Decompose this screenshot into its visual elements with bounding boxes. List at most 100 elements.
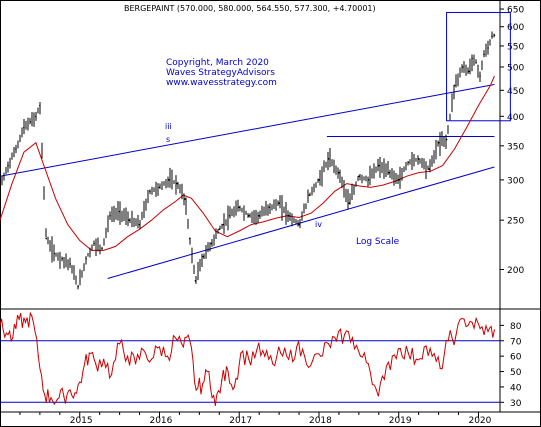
chart-title: BERGEPAINT (570.000, 580.000, 564.550, 5…	[124, 4, 376, 13]
oscillator-point	[319, 355, 322, 357]
oscillator-point	[359, 355, 362, 357]
price-point	[0, 186, 1, 189]
oscillator-point	[189, 340, 191, 342]
price-point	[238, 206, 241, 209]
url-text: www.wavesstrategy.com	[166, 78, 277, 88]
oscillator-point	[221, 380, 223, 382]
oscillator-point	[471, 321, 473, 323]
price-point	[85, 257, 87, 260]
price-point	[287, 214, 290, 217]
price-tick-label: 300	[507, 176, 524, 186]
price-point	[358, 175, 360, 178]
oscillator-point	[304, 355, 306, 357]
price-point	[248, 214, 250, 217]
price-tick-label: 450	[507, 87, 524, 97]
price-point	[188, 237, 191, 240]
brand-text: Waves StrategyAdvisors	[166, 68, 275, 78]
price-point	[278, 202, 280, 204]
price-point	[29, 121, 32, 123]
oscillator-point	[415, 358, 417, 360]
price-point	[483, 53, 485, 55]
price-point	[453, 84, 456, 87]
copyright-text: Copyright, March 2020	[166, 58, 269, 68]
price-point	[149, 190, 151, 193]
oscillator-point	[256, 349, 258, 351]
oscillator-tick-label: 80	[510, 322, 522, 332]
year-tick-label: 2016	[149, 416, 172, 426]
price-point	[417, 158, 420, 160]
price-point	[15, 148, 17, 150]
oscillator-point	[82, 370, 84, 373]
price-point	[479, 75, 481, 77]
price-tick-label: 400	[507, 113, 524, 123]
oscillator-point	[63, 395, 65, 397]
price-tick-label: 250	[507, 217, 524, 227]
price-tick-label: 550	[507, 42, 524, 52]
price-point	[53, 252, 56, 255]
oscillator-point	[399, 347, 401, 350]
oscillator-point	[367, 363, 370, 365]
year-tick-label: 2020	[468, 416, 491, 426]
oscillator-panel	[0, 311, 500, 406]
oscillator-point	[343, 334, 346, 336]
year-tick-label: 2018	[309, 416, 332, 426]
oscillator-point	[375, 389, 377, 391]
price-point	[377, 164, 380, 167]
oscillator-tick-label: 30	[510, 399, 522, 409]
oscillator-tick-label: 70	[510, 337, 522, 347]
price-point	[23, 126, 25, 129]
oscillator-point	[487, 330, 489, 333]
oscillator-point	[423, 346, 425, 348]
oscillator-tick-label: 40	[510, 383, 522, 393]
price-tick-label: 350	[507, 142, 524, 152]
price-point	[210, 242, 213, 245]
oscillator-point	[56, 398, 59, 400]
price-tick-label: 500	[507, 64, 524, 74]
price-tick-label: 650	[507, 6, 524, 16]
oscillator-point	[195, 389, 197, 391]
price-point	[445, 138, 448, 141]
oscillator-point	[208, 370, 210, 373]
price-point	[168, 179, 170, 181]
oscillator-point	[439, 367, 441, 370]
price-point	[109, 214, 111, 217]
price-point	[7, 164, 9, 167]
price-point	[93, 242, 95, 245]
oscillator-point	[327, 343, 330, 345]
wave-label-iii: iii	[165, 122, 172, 131]
oscillator-point	[119, 343, 121, 345]
oscillator-point	[407, 352, 409, 354]
text-layer: BERGEPAINT (570.000, 580.000, 564.550, 5…	[124, 4, 400, 247]
price-tick-label: 600	[507, 23, 524, 33]
oscillator-point	[248, 358, 250, 360]
price-point	[461, 66, 464, 68]
price-point	[158, 186, 161, 189]
price-point	[222, 223, 225, 226]
wave-label-iv: iv	[315, 220, 322, 229]
price-point	[194, 280, 197, 282]
price-point	[487, 47, 489, 49]
oscillator-point	[166, 355, 169, 357]
oscillator-point	[5, 332, 7, 334]
oscillator-line	[0, 311, 495, 406]
oscillator-point	[37, 355, 39, 357]
oscillator-point	[455, 334, 457, 336]
oscillator-point	[103, 358, 105, 360]
price-point	[468, 70, 470, 73]
upper-channel-line	[0, 83, 495, 177]
wave-label-s: s	[166, 135, 170, 144]
oscillator-point	[227, 370, 229, 373]
oscillator-point	[111, 374, 113, 376]
price-point	[184, 198, 186, 200]
price-point	[101, 247, 103, 250]
oscillator-point	[12, 337, 14, 339]
price-point	[471, 57, 473, 60]
oscillator-point	[447, 340, 449, 342]
oscillator-point	[126, 355, 129, 357]
moving-average-line	[0, 75, 495, 251]
trendlines	[0, 11, 511, 279]
time-axis: 2015 2016 2017 2018 2019 2020	[19, 412, 492, 426]
price-point	[218, 228, 221, 230]
oscillator-point	[31, 315, 33, 317]
oscillator-point	[272, 363, 274, 365]
